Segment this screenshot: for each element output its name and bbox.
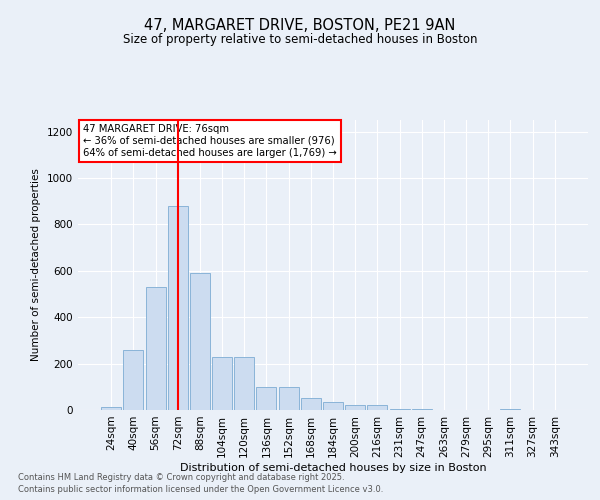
Bar [367, 406, 388, 410]
Text: 47 MARGARET DRIVE: 76sqm
← 36% of semi-detached houses are smaller (976)
64% of : 47 MARGARET DRIVE: 76sqm ← 36% of semi-d… [83, 124, 337, 158]
Text: Contains public sector information licensed under the Open Government Licence v3: Contains public sector information licen… [18, 485, 383, 494]
Text: Size of property relative to semi-detached houses in Boston: Size of property relative to semi-detach… [123, 32, 477, 46]
Bar [323, 402, 343, 410]
Bar [500, 409, 520, 410]
Text: 47, MARGARET DRIVE, BOSTON, PE21 9AN: 47, MARGARET DRIVE, BOSTON, PE21 9AN [145, 18, 455, 32]
Text: Contains HM Land Registry data © Crown copyright and database right 2025.: Contains HM Land Registry data © Crown c… [18, 472, 344, 482]
Bar [389, 409, 410, 410]
Y-axis label: Number of semi-detached properties: Number of semi-detached properties [31, 168, 41, 362]
Bar [234, 356, 254, 410]
Bar [146, 287, 166, 410]
X-axis label: Distribution of semi-detached houses by size in Boston: Distribution of semi-detached houses by … [179, 462, 487, 472]
Bar [256, 387, 277, 410]
Bar [168, 206, 188, 410]
Bar [301, 398, 321, 410]
Bar [212, 356, 232, 410]
Bar [101, 406, 121, 410]
Bar [345, 406, 365, 410]
Bar [124, 350, 143, 410]
Bar [190, 273, 210, 410]
Bar [278, 387, 299, 410]
Bar [412, 409, 432, 410]
